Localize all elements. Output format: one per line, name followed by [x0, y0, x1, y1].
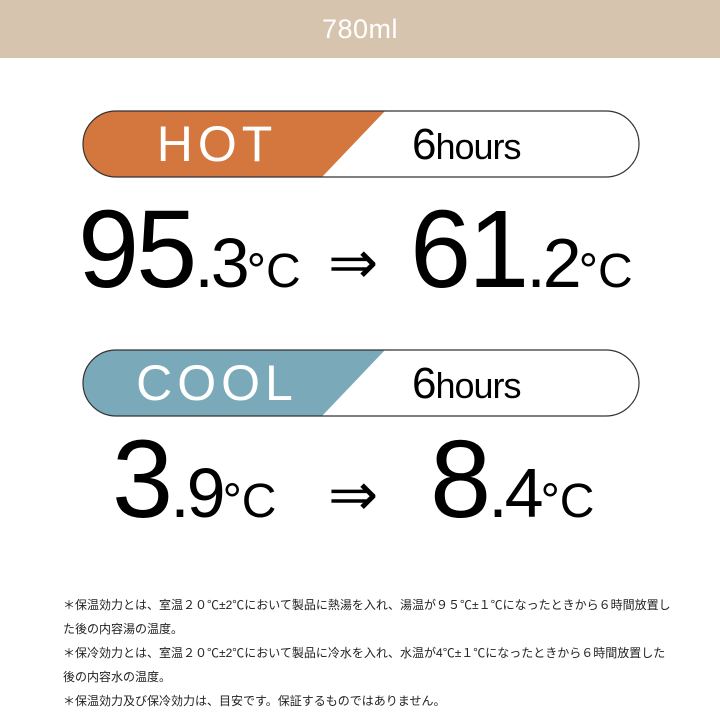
hot-duration: 6 hours — [412, 110, 522, 178]
cool-start-temp: 3.9°C — [112, 425, 276, 535]
cool-duration: 6 hours — [412, 349, 522, 417]
temp-dec: .4 — [488, 454, 543, 532]
footnote: ＊保冷効力とは、室温２０℃±2℃において製品に冷水を入れ、水温が4℃±１℃になっ… — [63, 646, 666, 684]
temp-unit: °C — [222, 475, 277, 528]
footnote: ＊保温効力及び保冷効力は、目安です。保証するものではありません。 — [63, 694, 446, 708]
temp-int: 61 — [410, 188, 529, 311]
temp-unit: °C — [578, 245, 633, 298]
arrow-icon: ⇒ — [328, 461, 379, 528]
hot-duration-pill: HOT 6 hours — [82, 110, 640, 178]
temp-unit: °C — [540, 475, 595, 528]
duration-number: 6 — [412, 359, 437, 408]
duration-number: 6 — [412, 120, 437, 169]
temp-int: 95 — [78, 188, 197, 311]
temp-int: 3 — [112, 418, 173, 541]
cool-pill-shape — [82, 349, 640, 417]
hot-end-temp: 61.2°C — [410, 195, 633, 305]
footnote: ＊保温効力とは、室温２０℃±2℃において製品に熱湯を入れ、湯温が９５℃±１℃にな… — [63, 598, 671, 636]
arrow-icon: ⇒ — [328, 229, 379, 296]
capacity-header: 780ml — [0, 0, 720, 58]
hot-pill-shape — [82, 110, 640, 178]
duration-unit: hours — [435, 126, 521, 167]
temp-unit: °C — [246, 245, 301, 298]
cool-temperatures: 3.9°C ⇒ 8.4°C — [0, 425, 720, 535]
cool-end-temp: 8.4°C — [430, 425, 594, 535]
footnotes: ＊保温効力とは、室温２０℃±2℃において製品に熱湯を入れ、湯温が９５℃±１℃にな… — [63, 593, 673, 713]
temp-int: 8 — [430, 418, 491, 541]
temp-dec: .9 — [170, 454, 225, 532]
temp-dec: .3 — [194, 224, 249, 302]
duration-unit: hours — [435, 365, 521, 406]
cool-label: COOL — [136, 355, 298, 411]
hot-temperatures: 95.3°C ⇒ 61.2°C — [0, 195, 720, 305]
hot-start-temp: 95.3°C — [78, 195, 301, 305]
hot-label: HOT — [156, 116, 278, 172]
cool-duration-pill: COOL 6 hours — [82, 349, 640, 417]
capacity-label: 780ml — [321, 13, 399, 44]
temp-dec: .2 — [526, 224, 581, 302]
